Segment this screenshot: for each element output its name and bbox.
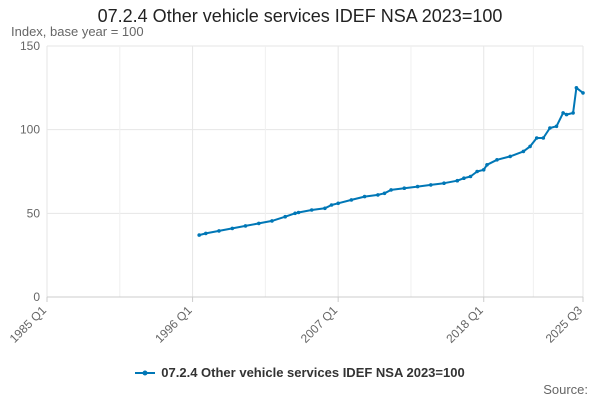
y-axis-label: Index, base year = 100: [11, 24, 144, 39]
data-point[interactable]: [485, 163, 489, 167]
data-point[interactable]: [528, 144, 532, 149]
data-point[interactable]: [581, 91, 585, 95]
y-tick-label: 150: [20, 39, 40, 53]
series-line[interactable]: [198, 86, 584, 237]
data-point[interactable]: [336, 201, 341, 206]
data-point[interactable]: [402, 186, 407, 190]
data-point[interactable]: [481, 168, 486, 172]
data-point[interactable]: [197, 233, 201, 237]
data-point[interactable]: [382, 191, 387, 196]
data-point[interactable]: [376, 193, 380, 197]
data-point[interactable]: [362, 194, 367, 199]
data-point[interactable]: [296, 210, 301, 215]
legend-label: 07.2.4 Other vehicle services IDEF NSA 2…: [161, 365, 465, 380]
data-point[interactable]: [548, 126, 552, 130]
x-tick-label: 1985 Q1: [7, 303, 50, 346]
y-tick-label: 100: [20, 123, 40, 137]
data-point[interactable]: [521, 149, 526, 154]
y-tick-label: 50: [27, 206, 41, 220]
data-point[interactable]: [475, 169, 479, 174]
data-point[interactable]: [455, 178, 460, 183]
data-point[interactable]: [230, 226, 235, 231]
data-point[interactable]: [349, 198, 354, 202]
data-point[interactable]: [554, 124, 559, 129]
x-tick-label: 2007 Q1: [298, 303, 341, 346]
data-point[interactable]: [468, 174, 473, 179]
data-point[interactable]: [293, 211, 297, 216]
data-point[interactable]: [495, 158, 499, 162]
legend-swatch: [135, 370, 156, 375]
x-tick-label: 2018 Q1: [443, 303, 486, 346]
data-point[interactable]: [442, 181, 446, 185]
data-point[interactable]: [462, 176, 466, 180]
data-point[interactable]: [571, 111, 575, 115]
data-point[interactable]: [204, 231, 208, 236]
x-tick-label: 2025 Q3: [543, 303, 586, 346]
data-point[interactable]: [389, 188, 393, 192]
data-point[interactable]: [561, 111, 565, 115]
data-point[interactable]: [329, 203, 334, 207]
data-point[interactable]: [574, 86, 579, 90]
legend[interactable]: 07.2.4 Other vehicle services IDEF NSA 2…: [0, 365, 600, 380]
line-chart: 0 50 100 150 1985 Q1 1996 Q1 2007 Q1 2018 Q1 202…: [7, 39, 586, 346]
data-point[interactable]: [541, 136, 546, 140]
data-point[interactable]: [564, 112, 569, 117]
data-point[interactable]: [257, 221, 261, 226]
source-label: Source:: [543, 382, 588, 397]
data-point[interactable]: [429, 183, 433, 187]
data-point[interactable]: [309, 208, 314, 212]
data-point[interactable]: [270, 219, 274, 223]
data-point[interactable]: [415, 184, 420, 189]
data-point[interactable]: [508, 154, 512, 159]
data-point[interactable]: [534, 136, 539, 140]
data-point[interactable]: [243, 224, 248, 228]
y-tick-label: 0: [33, 290, 40, 304]
data-point[interactable]: [323, 206, 327, 211]
data-point[interactable]: [283, 214, 288, 219]
chart-title: 07.2.4 Other vehicle services IDEF NSA 2…: [97, 6, 503, 26]
x-tick-label: 1996 Q1: [152, 303, 195, 346]
data-point[interactable]: [217, 229, 221, 233]
